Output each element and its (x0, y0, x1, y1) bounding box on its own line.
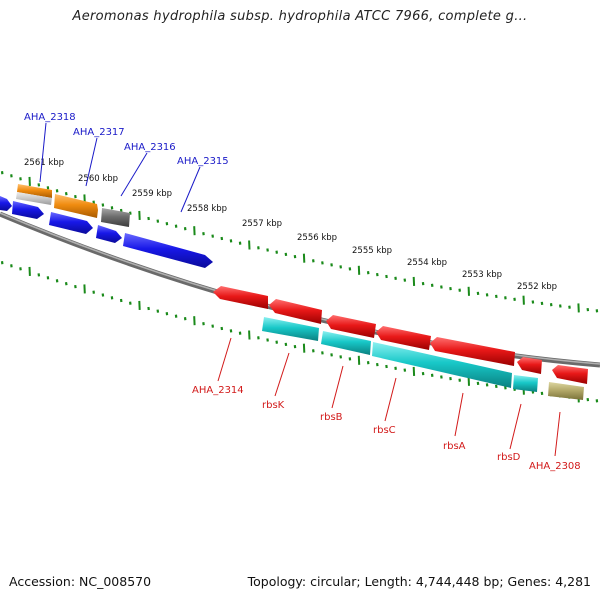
scale-label: 2555 kbp (352, 246, 392, 256)
gene-feature[interactable] (376, 326, 431, 350)
gene-feature[interactable] (213, 286, 268, 309)
reverse-genes (213, 286, 588, 400)
map-title: Aeromonas hydrophila subsp. hydrophila A… (72, 9, 528, 24)
scale-label: 2553 kbp (462, 270, 502, 280)
gene-feature[interactable] (101, 208, 130, 227)
gene-feature[interactable] (12, 201, 44, 219)
gene-label-rbsc[interactable]: rbsC (373, 425, 396, 436)
gene-label-aha2316[interactable]: AHA_2316 (124, 142, 176, 153)
leader-line (454, 392, 464, 437)
gene-feature[interactable] (0, 196, 12, 211)
leader-line (509, 403, 522, 450)
gene-label-aha2318[interactable]: AHA_2318 (24, 112, 76, 123)
forward-genes (0, 184, 213, 268)
gene-feature[interactable] (517, 357, 542, 374)
gene-feature[interactable] (372, 342, 512, 388)
gene-feature[interactable] (321, 331, 371, 355)
gene-feature[interactable] (326, 315, 376, 338)
scale-label: 2558 kbp (187, 204, 227, 214)
gene-feature[interactable] (96, 225, 122, 243)
scale-label: 2556 kbp (297, 233, 337, 243)
gene-feature[interactable] (552, 365, 588, 384)
leader-line (331, 365, 344, 409)
gene-feature[interactable] (262, 317, 319, 341)
scale-label: 2557 kbp (242, 219, 282, 229)
scale-label: 2561 kbp (24, 158, 64, 168)
leader-line (39, 122, 47, 183)
scale-label: 2560 kbp (78, 174, 118, 184)
accession-text: Accession: NC_008570 (9, 574, 152, 589)
leader-line (274, 352, 290, 397)
minor-tick (64, 282, 68, 286)
gene-label-aha2314[interactable]: AHA_2314 (192, 385, 244, 396)
gene-feature[interactable] (513, 375, 538, 392)
gene-feature[interactable] (430, 337, 515, 366)
gene-feature[interactable] (123, 233, 213, 268)
leader-line (384, 377, 397, 422)
gene-label-aha2317[interactable]: AHA_2317 (73, 127, 125, 138)
leader-line (85, 137, 98, 187)
leader-line (120, 152, 148, 197)
forward-gene-labels: AHA_2318 AHA_2317 AHA_2316 AHA_2315 (24, 112, 229, 213)
leader-line (217, 337, 232, 382)
gene-label-rbsb[interactable]: rbsB (320, 412, 343, 423)
minor-tick (64, 192, 68, 196)
leader-line (554, 411, 561, 457)
topology-summary: Topology: circular; Length: 4,744,448 bp… (247, 574, 591, 589)
reverse-gene-labels: AHA_2314 rbsK rbsB rbsC rbsA rbsD AHA_23… (192, 337, 581, 472)
gene-feature[interactable] (17, 184, 52, 198)
gene-feature[interactable] (548, 382, 584, 400)
leader-line (180, 166, 201, 213)
scale-label: 2554 kbp (407, 258, 447, 268)
gene-label-aha2315[interactable]: AHA_2315 (177, 156, 229, 167)
scale-label: 2552 kbp (517, 282, 557, 292)
gene-feature[interactable] (16, 192, 52, 205)
gene-label-rbsa[interactable]: rbsA (443, 441, 466, 452)
gene-feature[interactable] (49, 212, 93, 234)
gene-label-rbsk[interactable]: rbsK (262, 400, 285, 411)
gene-label-rbsd[interactable]: rbsD (497, 452, 521, 463)
scale-label: 2559 kbp (132, 189, 172, 199)
gene-label-aha2308[interactable]: AHA_2308 (529, 461, 581, 472)
gene-feature[interactable] (269, 299, 322, 324)
gene-feature[interactable] (54, 194, 98, 218)
